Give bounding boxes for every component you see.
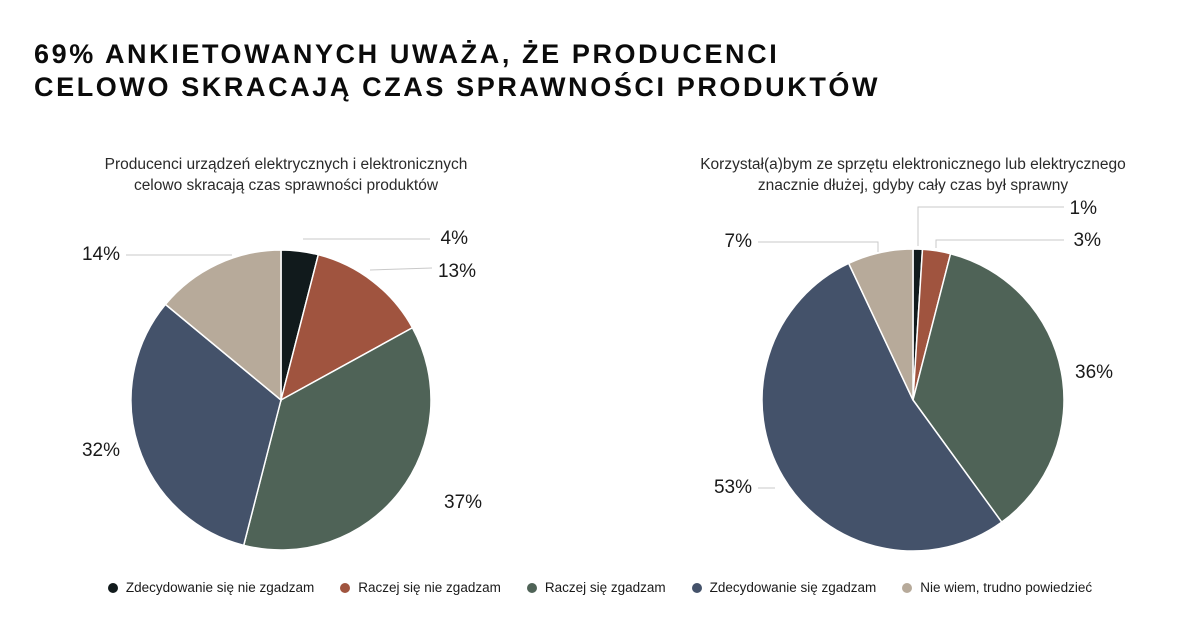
legend-swatch <box>107 582 118 593</box>
slice-strongly-agree <box>130 303 282 547</box>
data-label: 3% <box>1074 230 1102 251</box>
data-label: 32% <box>82 440 120 461</box>
data-label: 4% <box>441 228 469 249</box>
data-label: 7% <box>725 231 753 252</box>
pie-chart-1: 4% 13% 37% 32% 14% <box>82 228 482 551</box>
slice-strongly-agree <box>761 262 1003 552</box>
leader-line <box>935 239 1064 248</box>
chart-1-title-line-1: Producenci urządzeń elektrycznych i elek… <box>104 156 468 173</box>
chart-2-title: Korzystał(a)bym ze sprzętu elektroniczne… <box>673 154 1153 196</box>
legend-swatch <box>902 582 913 593</box>
chart-1-title: Producenci urządzeń elektrycznych i elek… <box>46 154 526 196</box>
legend-label: Raczej się zgadzam <box>544 580 666 595</box>
data-label: 36% <box>1075 362 1113 383</box>
data-label: 37% <box>444 492 482 513</box>
page-title: 69% ANKIETOWANYCH UWAŻA, ŻE PRODUCENCI C… <box>34 38 880 104</box>
data-label: 13% <box>438 261 476 282</box>
legend: Zdecydowanie się nie zgadzam Raczej się … <box>0 580 1200 595</box>
chart-2-title-line-1: Korzystał(a)bym ze sprzętu elektroniczne… <box>700 156 1126 173</box>
legend-swatch <box>691 582 702 593</box>
legend-item: Raczej się nie zgadzam <box>340 580 501 595</box>
legend-item: Raczej się zgadzam <box>526 580 666 595</box>
leader-line <box>917 206 1064 246</box>
legend-swatch <box>526 582 537 593</box>
chart-1-title-line-2: celowo skracają czas sprawności produktó… <box>133 177 439 194</box>
slice-rather-disagree <box>279 253 414 402</box>
pie-chart-2: 1% 3% 36% 53% 7% <box>714 198 1113 552</box>
title-line-2: CELOWO SKRACAJĄ CZAS SPRAWNOŚCI PRODUKTÓ… <box>34 72 881 102</box>
legend-item: Nie wiem, trudno powiedzieć <box>902 580 1092 595</box>
slice-dont-know <box>164 249 282 402</box>
legend-label: Nie wiem, trudno powiedzieć <box>920 580 1093 595</box>
legend-label: Zdecydowanie się nie zgadzam <box>125 580 315 595</box>
legend-label: Zdecydowanie się zgadzam <box>709 580 877 595</box>
chart-2-title-line-2: znacznie dłużej, gdyby cały czas był spr… <box>757 177 1069 194</box>
slice-rather-agree <box>912 252 1065 524</box>
data-label: 1% <box>1070 198 1098 219</box>
leader-line <box>369 267 433 271</box>
slice-rather-agree <box>242 326 432 551</box>
legend-swatch <box>340 582 351 593</box>
legend-label: Raczej się nie zgadzam <box>358 580 501 595</box>
title-line-1: 69% ANKIETOWANYCH UWAŻA, ŻE PRODUCENCI <box>34 39 780 69</box>
data-label: 14% <box>82 244 120 265</box>
leader-line <box>758 241 879 252</box>
legend-item: Zdecydowanie się nie zgadzam <box>107 580 315 595</box>
slice-dont-know <box>847 248 914 401</box>
legend-item: Zdecydowanie się zgadzam <box>691 580 877 595</box>
data-label: 53% <box>714 477 752 498</box>
